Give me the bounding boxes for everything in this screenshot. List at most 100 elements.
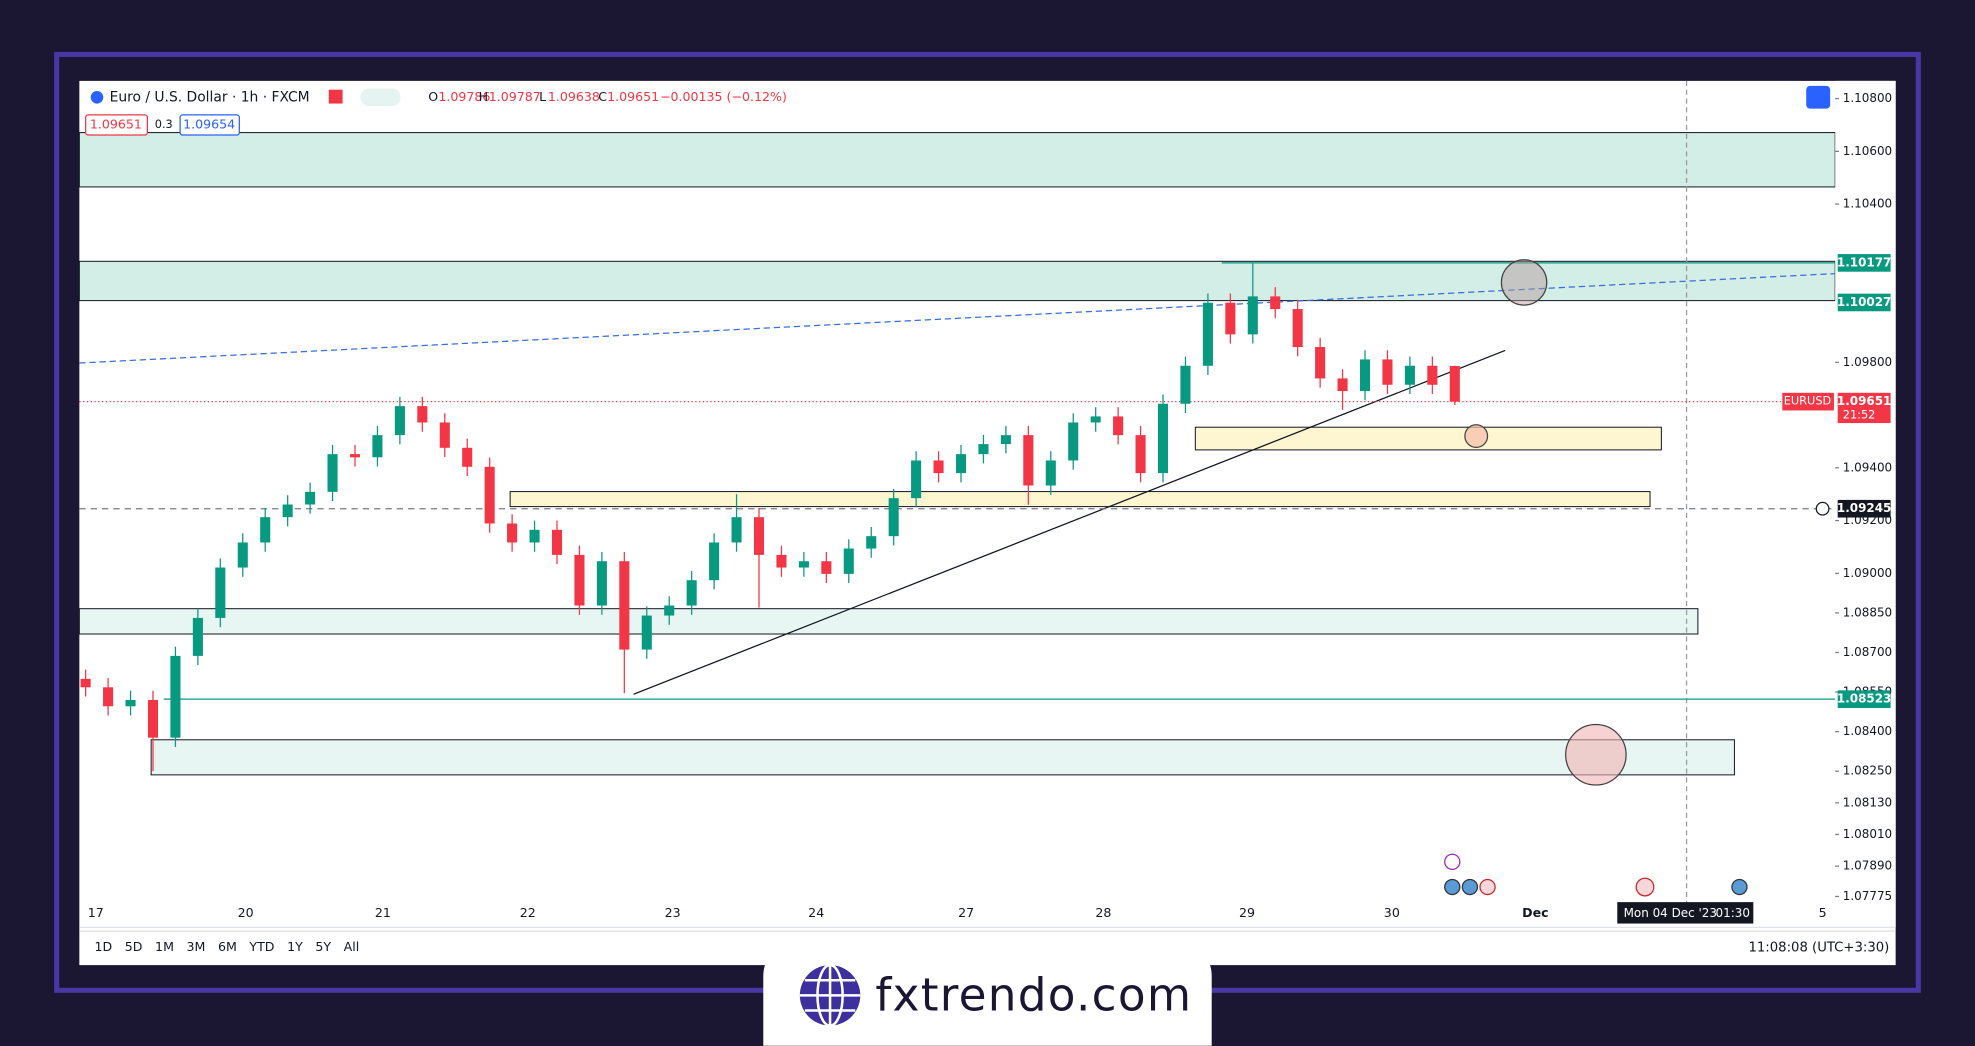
range-button[interactable]: 3M <box>187 939 206 954</box>
symbol-icon <box>90 90 104 104</box>
ohlc-label: C <box>598 89 607 104</box>
time-label: 5 <box>1819 905 1827 920</box>
circle-marker <box>1500 259 1548 306</box>
candle-body <box>125 699 136 707</box>
ohlc-value: 1.09786 <box>438 89 490 104</box>
event-icon[interactable] <box>1461 878 1479 896</box>
range-button[interactable]: 1Y <box>287 939 303 954</box>
sync-button[interactable] <box>1806 85 1831 109</box>
candle-body <box>305 491 316 505</box>
event-icon[interactable] <box>1444 878 1461 896</box>
price-label-text: 1.10027 <box>1837 295 1891 309</box>
time-label: 27 <box>958 905 974 920</box>
brand-name: fxtrendo.com <box>875 968 1192 1021</box>
candle-body <box>843 548 854 574</box>
candle-body <box>1157 403 1169 474</box>
time-label: 30 <box>1384 905 1400 920</box>
sell-price[interactable]: 1.09651 <box>90 116 142 131</box>
range-button[interactable]: 6M <box>218 939 237 954</box>
candle-body <box>1045 460 1056 486</box>
ohlc-label: H <box>479 89 488 104</box>
crosshair-plus[interactable] <box>1815 501 1830 516</box>
candle-body <box>551 529 563 555</box>
ohlc-label: L <box>539 89 546 104</box>
time-label: Dec <box>1522 905 1548 920</box>
price-label <box>1837 499 1891 518</box>
tick-label: 1.09800 <box>1843 355 1892 369</box>
candle-body <box>753 517 765 555</box>
range-button[interactable]: 1D <box>94 939 112 954</box>
candle-body <box>1225 302 1236 335</box>
time-label: 20 <box>238 905 254 920</box>
event-icon[interactable] <box>1731 878 1748 896</box>
ohlc-value: 1.09787 <box>489 89 541 104</box>
tick-label: 1.10400 <box>1843 197 1892 211</box>
time-label: 22 <box>520 905 536 920</box>
range-button[interactable]: 5D <box>125 939 143 954</box>
candle-body <box>776 554 787 568</box>
zone <box>78 608 1699 635</box>
candle-body <box>978 444 989 455</box>
event-icon[interactable] <box>1635 877 1655 897</box>
chart-window <box>79 80 1896 966</box>
price-label-text: 1.09245 <box>1837 501 1891 515</box>
candle-body <box>798 561 809 568</box>
tick-label: 1.09400 <box>1843 460 1892 474</box>
zone <box>1194 426 1662 451</box>
countdown: 21:52 <box>1843 407 1876 421</box>
candle-body <box>1359 359 1371 392</box>
price-label-text: 1.09651 <box>1837 394 1891 408</box>
zone <box>150 739 1735 776</box>
candle-body <box>821 561 832 574</box>
candle-body <box>1090 416 1101 423</box>
range-button[interactable]: 5Y <box>315 939 331 954</box>
candle-body <box>574 554 585 606</box>
event-icon[interactable] <box>1444 853 1461 871</box>
candle-body <box>147 699 159 738</box>
clock: 11:08:08 (UTC+3:30) <box>1748 940 1889 955</box>
candle-body <box>866 536 877 549</box>
candle-body <box>170 655 181 738</box>
crosshair-time: 01:30 <box>1716 906 1750 920</box>
candle-body <box>484 466 495 524</box>
price-label-text: 1.08523 <box>1837 692 1891 706</box>
tick-label: 1.08850 <box>1843 605 1892 619</box>
ohlc-value: 1.09651 <box>607 89 659 104</box>
range-button[interactable]: All <box>344 939 360 954</box>
symbol-title: Euro / U.S. Dollar · 1h · FXCM <box>110 89 310 105</box>
candle-body <box>641 615 652 650</box>
candle-body <box>1449 366 1460 402</box>
time-label: 29 <box>1239 905 1255 920</box>
event-icon[interactable] <box>1479 878 1496 896</box>
tick-label: 1.08130 <box>1843 795 1892 809</box>
zone <box>78 132 1836 188</box>
candle-body <box>1404 365 1415 385</box>
ohlc-value: 1.09638 <box>548 89 600 104</box>
candle-body <box>686 580 697 606</box>
change: −0.00135 (−0.12%) <box>660 89 787 104</box>
candle-body <box>237 542 248 568</box>
sell-button[interactable] <box>85 114 148 136</box>
price-label <box>1837 254 1891 272</box>
candle-body <box>1180 365 1191 404</box>
candle-body <box>664 605 675 616</box>
range-button[interactable]: 1M <box>155 939 174 954</box>
tick-label: 1.08010 <box>1843 827 1892 841</box>
candle-body <box>1382 359 1393 385</box>
brand-pill <box>763 951 1212 1046</box>
candle-body <box>596 561 607 606</box>
candle-body <box>372 435 383 458</box>
buy-price[interactable]: 1.09654 <box>183 116 235 131</box>
candle-body <box>192 617 203 656</box>
range-button[interactable]: YTD <box>248 939 274 954</box>
tick-label: 1.08400 <box>1843 724 1892 738</box>
time-label: 28 <box>1095 905 1111 920</box>
circle-marker <box>1464 424 1489 449</box>
candle-body <box>888 498 899 537</box>
candle-body <box>1113 416 1124 436</box>
zone <box>78 260 1836 302</box>
buy-button[interactable] <box>179 114 240 136</box>
crosshair-date: Mon 04 Dec '23 <box>1624 906 1717 920</box>
flag <box>328 89 343 104</box>
time-label: 23 <box>665 905 681 920</box>
